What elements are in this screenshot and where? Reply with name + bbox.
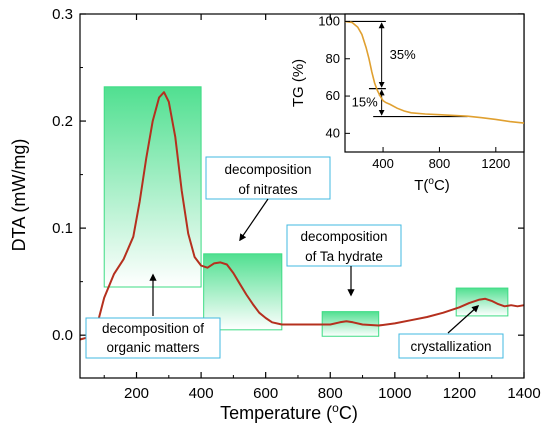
plot-frame [79, 13, 525, 379]
annotation-text: crystallization [410, 339, 491, 354]
inset-x-tick-label: 400 [372, 156, 394, 171]
annotation-text: decomposition [300, 229, 387, 244]
annotation-box [85, 317, 221, 359]
y-tick-label: 0.1 [52, 220, 73, 237]
annotation-text: decomposition [224, 162, 311, 177]
y-tick-label: 0.3 [52, 6, 73, 23]
annotation-arrow [447, 305, 480, 334]
annotation-3: decomposition of Ta hydrate [286, 224, 402, 297]
y-axis-title: DTA (mW/mg) [9, 139, 29, 252]
inset-x-tick-label: 800 [429, 156, 451, 171]
y-tick-label: 0.2 [52, 113, 73, 130]
annotation-arrow [239, 198, 269, 242]
annotation-box [398, 333, 504, 359]
x-axis-title-degree: o [332, 401, 339, 415]
tg-inset: 35% 15% 400 800 1200 40 60 80 100 [318, 13, 525, 171]
x-axis-title-unit: C) [339, 403, 358, 423]
inset-x-axis-title-main: T( [414, 177, 428, 194]
x-tick-label: 1000 [378, 385, 411, 402]
inset-x-axis-title: T(oC) [414, 176, 450, 194]
x-tick-label: 200 [124, 385, 149, 402]
annotation-text: of nitrates [238, 182, 298, 197]
annotation-text: decomposition of [102, 321, 204, 336]
x-tick-label: 400 [189, 385, 214, 402]
annotation-text: of Ta hydrate [305, 249, 383, 264]
x-tick-label: 1200 [443, 385, 476, 402]
inset-y-axis-title: TG (%) [290, 59, 307, 107]
tg-series-line [344, 20, 525, 124]
inset-x-axis-title-unit: C) [434, 177, 450, 194]
annotation-4: crystallization [398, 305, 504, 359]
x-axis-title: Temperature (oC) [220, 401, 358, 423]
main-axes: 200 400 600 800 1000 1200 1400 0.0 0.1 0.2 0.3 [52, 6, 541, 402]
annotation-1: decomposition of organic matters [85, 273, 221, 359]
annotation-box [286, 224, 402, 267]
x-tick-label: 800 [318, 385, 343, 402]
inset-y-tick-label: 60 [326, 88, 340, 103]
inset-y-tick-label: 40 [326, 125, 340, 140]
dta-series-line [79, 91, 525, 341]
inset-annotation-35: 35% [390, 47, 416, 62]
highlight-region-4 [455, 287, 509, 317]
x-axis-title-main: Temperature ( [220, 403, 332, 423]
highlight-region-1 [103, 86, 202, 288]
inset-x-tick-label: 1200 [481, 156, 510, 171]
highlight-region-2 [203, 253, 283, 331]
inset-x-axis-title-degree: o [428, 176, 434, 187]
y-tick-label: 0.0 [52, 327, 73, 344]
dta-curve-layer [79, 91, 525, 341]
inset-frame [344, 13, 525, 153]
x-tick-label: 1400 [507, 385, 540, 402]
inset-annotation-15: 15% [352, 95, 378, 110]
annotation-2: decomposition of nitrates [205, 156, 331, 242]
x-tick-label: 600 [253, 385, 278, 402]
inset-y-tick-label: 100 [318, 13, 340, 28]
inset-y-tick-label: 80 [326, 51, 340, 66]
annotation-text: organic matters [106, 340, 199, 355]
annotation-box [205, 156, 331, 200]
